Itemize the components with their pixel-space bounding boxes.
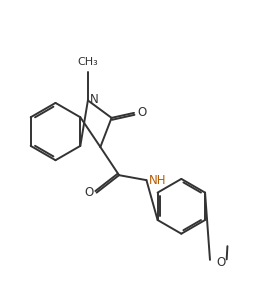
Text: CH₃: CH₃	[78, 57, 98, 67]
Text: O: O	[216, 256, 226, 269]
Text: O: O	[84, 186, 94, 199]
Text: O: O	[137, 106, 146, 119]
Text: N: N	[90, 93, 99, 106]
Text: NH: NH	[149, 174, 166, 187]
